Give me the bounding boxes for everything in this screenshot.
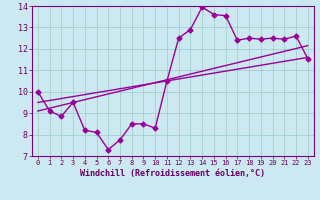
- X-axis label: Windchill (Refroidissement éolien,°C): Windchill (Refroidissement éolien,°C): [80, 169, 265, 178]
